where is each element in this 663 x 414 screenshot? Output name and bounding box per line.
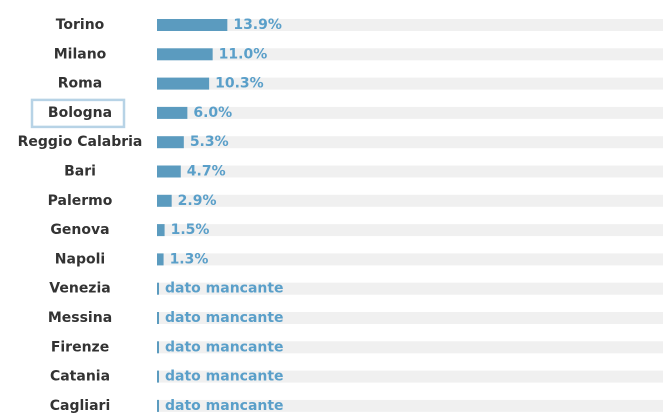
bar-background <box>157 224 663 237</box>
bar[interactable] <box>157 106 188 119</box>
value-label: dato mancante <box>165 339 284 355</box>
category-label[interactable]: Cagliari <box>50 398 111 414</box>
value-label: 2.9% <box>178 193 217 209</box>
value-label: dato mancante <box>165 310 284 326</box>
category-label[interactable]: Napoli <box>55 251 105 267</box>
bar-background <box>157 282 663 295</box>
value-label: 1.3% <box>170 251 209 267</box>
value-label: 11.0% <box>219 46 268 62</box>
value-label: dato mancante <box>165 369 284 385</box>
category-label[interactable]: Messina <box>48 310 112 326</box>
bar[interactable] <box>157 136 184 149</box>
bar-background <box>157 77 663 90</box>
bar[interactable] <box>157 253 164 266</box>
bar-background <box>157 19 663 31</box>
bar[interactable] <box>157 77 210 90</box>
bar[interactable] <box>157 194 172 207</box>
bar-background <box>157 341 663 354</box>
bar[interactable] <box>157 19 228 31</box>
value-label: 5.3% <box>190 134 229 150</box>
value-label: 1.5% <box>171 222 210 238</box>
category-label[interactable]: Milano <box>54 46 107 62</box>
bar-background <box>157 136 663 149</box>
bar <box>157 370 159 383</box>
bar-background <box>157 312 663 324</box>
category-label[interactable]: Catania <box>50 369 110 385</box>
category-label[interactable]: Firenze <box>51 339 109 355</box>
bar <box>157 312 159 324</box>
category-label[interactable]: Roma <box>58 76 102 92</box>
value-label: 6.0% <box>193 105 232 121</box>
category-label[interactable]: Reggio Calabria <box>18 134 143 150</box>
bar-background <box>157 399 663 412</box>
bar-background <box>157 48 663 61</box>
value-label: 4.7% <box>187 164 226 180</box>
value-label: dato mancante <box>165 398 284 414</box>
category-label[interactable]: Torino <box>56 17 105 33</box>
category-label[interactable]: Venezia <box>49 281 110 297</box>
bar <box>157 399 159 412</box>
value-label: 13.9% <box>233 17 282 33</box>
bar-background <box>157 194 663 207</box>
bar <box>157 282 159 295</box>
bar-background <box>157 370 663 383</box>
bar-background <box>157 106 663 119</box>
bar-background <box>157 253 663 266</box>
selection-box[interactable] <box>30 98 126 129</box>
bar[interactable] <box>157 224 165 237</box>
bar[interactable] <box>157 165 181 178</box>
category-label[interactable]: Bologna <box>48 105 112 121</box>
category-label[interactable]: Bari <box>64 164 96 180</box>
bar[interactable] <box>157 48 213 61</box>
value-label: dato mancante <box>165 281 284 297</box>
bar-background <box>157 165 663 178</box>
value-label: 10.3% <box>215 76 264 92</box>
category-label[interactable]: Palermo <box>48 193 113 209</box>
bar <box>157 341 159 354</box>
category-label[interactable]: Genova <box>50 222 109 238</box>
